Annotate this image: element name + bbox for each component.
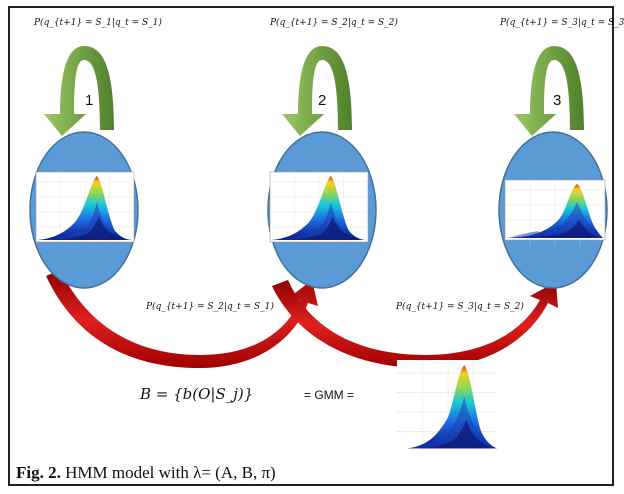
caption-prefix: Fig. 2. bbox=[16, 463, 61, 482]
forward-transition-label-2-3: P(q_{t+1} = S_3|q_t = S_2) bbox=[396, 302, 524, 312]
state-number-1: 1 bbox=[85, 92, 94, 109]
state-1-gmm-plot bbox=[36, 172, 134, 242]
self-transition-label-1: P(q_{t+1} = S_1|q_t = S_1) bbox=[34, 18, 162, 28]
figure-caption: Fig. 2. HMM model with λ= (A, B, π) bbox=[16, 463, 276, 483]
state-number-3: 3 bbox=[553, 92, 562, 109]
self-transition-label-3: P(q_{t+1} = S_3|q_t = S_3) bbox=[500, 18, 624, 28]
state-2-gmm-plot bbox=[270, 172, 368, 242]
forward-transition-label-1-2: P(q_{t+1} = S_2|q_t = S_1) bbox=[146, 302, 274, 312]
state-number-2: 2 bbox=[318, 92, 327, 109]
gmm-plot bbox=[396, 359, 500, 452]
emission-equation: B = {b(O|S_j)} bbox=[140, 385, 254, 403]
state-3-gmm-plot bbox=[505, 180, 605, 250]
self-arrow-2 bbox=[282, 46, 352, 136]
forward-arrow-1-2 bbox=[46, 270, 318, 368]
self-arrow-3 bbox=[514, 46, 584, 136]
self-transition-label-2: P(q_{t+1} = S_2|q_t = S_2) bbox=[270, 18, 398, 28]
forward-arrow-2-3 bbox=[272, 280, 558, 368]
caption-text: HMM model with λ= (A, B, π) bbox=[65, 463, 276, 482]
gmm-label: = GMM = bbox=[304, 388, 355, 402]
self-arrow-1 bbox=[44, 46, 114, 136]
